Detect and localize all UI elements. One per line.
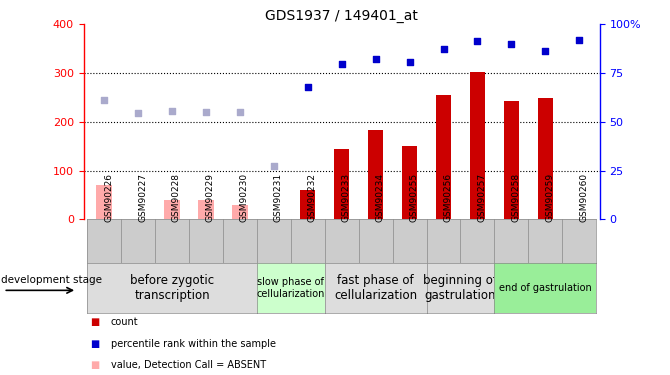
Bar [436, 95, 451, 219]
Text: value, Detection Call = ABSENT: value, Detection Call = ABSENT [111, 360, 266, 370]
Text: ■: ■ [90, 317, 100, 327]
Bar [504, 101, 519, 219]
Text: GSM90231: GSM90231 [274, 172, 283, 222]
Point [167, 108, 178, 114]
Bar [232, 205, 247, 219]
Bar [368, 130, 383, 219]
Text: GSM90234: GSM90234 [376, 172, 385, 222]
Point [438, 46, 449, 52]
Text: end of gastrulation: end of gastrulation [499, 283, 592, 293]
Text: fast phase of
cellularization: fast phase of cellularization [334, 274, 417, 302]
Text: GSM90260: GSM90260 [580, 172, 588, 222]
Text: percentile rank within the sample: percentile rank within the sample [111, 339, 275, 349]
Point [200, 109, 211, 115]
Text: GSM90232: GSM90232 [308, 172, 317, 222]
Bar [402, 146, 417, 219]
Text: GSM90258: GSM90258 [511, 172, 521, 222]
Point [269, 163, 279, 169]
Text: beginning of
gastrulation: beginning of gastrulation [423, 274, 498, 302]
Text: ■: ■ [90, 339, 100, 349]
Text: GSM90230: GSM90230 [240, 172, 249, 222]
Text: GSM90233: GSM90233 [342, 172, 350, 222]
Text: GSM90259: GSM90259 [545, 172, 554, 222]
Point [234, 109, 245, 115]
Text: GSM90256: GSM90256 [444, 172, 452, 222]
Text: GSM90226: GSM90226 [104, 172, 113, 222]
Bar [334, 149, 349, 219]
Point [302, 84, 313, 90]
Point [98, 97, 109, 103]
Point [574, 37, 585, 43]
Point [404, 59, 415, 65]
Point [540, 48, 551, 54]
Bar [164, 200, 180, 219]
Point [336, 62, 347, 68]
Bar [538, 99, 553, 219]
Text: GSM90255: GSM90255 [409, 172, 419, 222]
Bar [470, 72, 485, 219]
Title: GDS1937 / 149401_at: GDS1937 / 149401_at [265, 9, 418, 23]
Text: count: count [111, 317, 138, 327]
Text: GSM90228: GSM90228 [172, 172, 181, 222]
Point [506, 41, 517, 47]
Text: before zygotic
transcription: before zygotic transcription [130, 274, 214, 302]
Text: GSM90229: GSM90229 [206, 172, 215, 222]
Point [472, 39, 483, 45]
Text: ■: ■ [90, 360, 100, 370]
Text: GSM90257: GSM90257 [478, 172, 486, 222]
Bar [198, 200, 214, 219]
Text: development stage: development stage [1, 275, 103, 285]
Point [371, 56, 381, 62]
Bar [96, 185, 112, 219]
Text: GSM90227: GSM90227 [138, 172, 147, 222]
Text: slow phase of
cellularization: slow phase of cellularization [257, 277, 325, 298]
Bar [300, 190, 316, 219]
Point [133, 110, 143, 116]
